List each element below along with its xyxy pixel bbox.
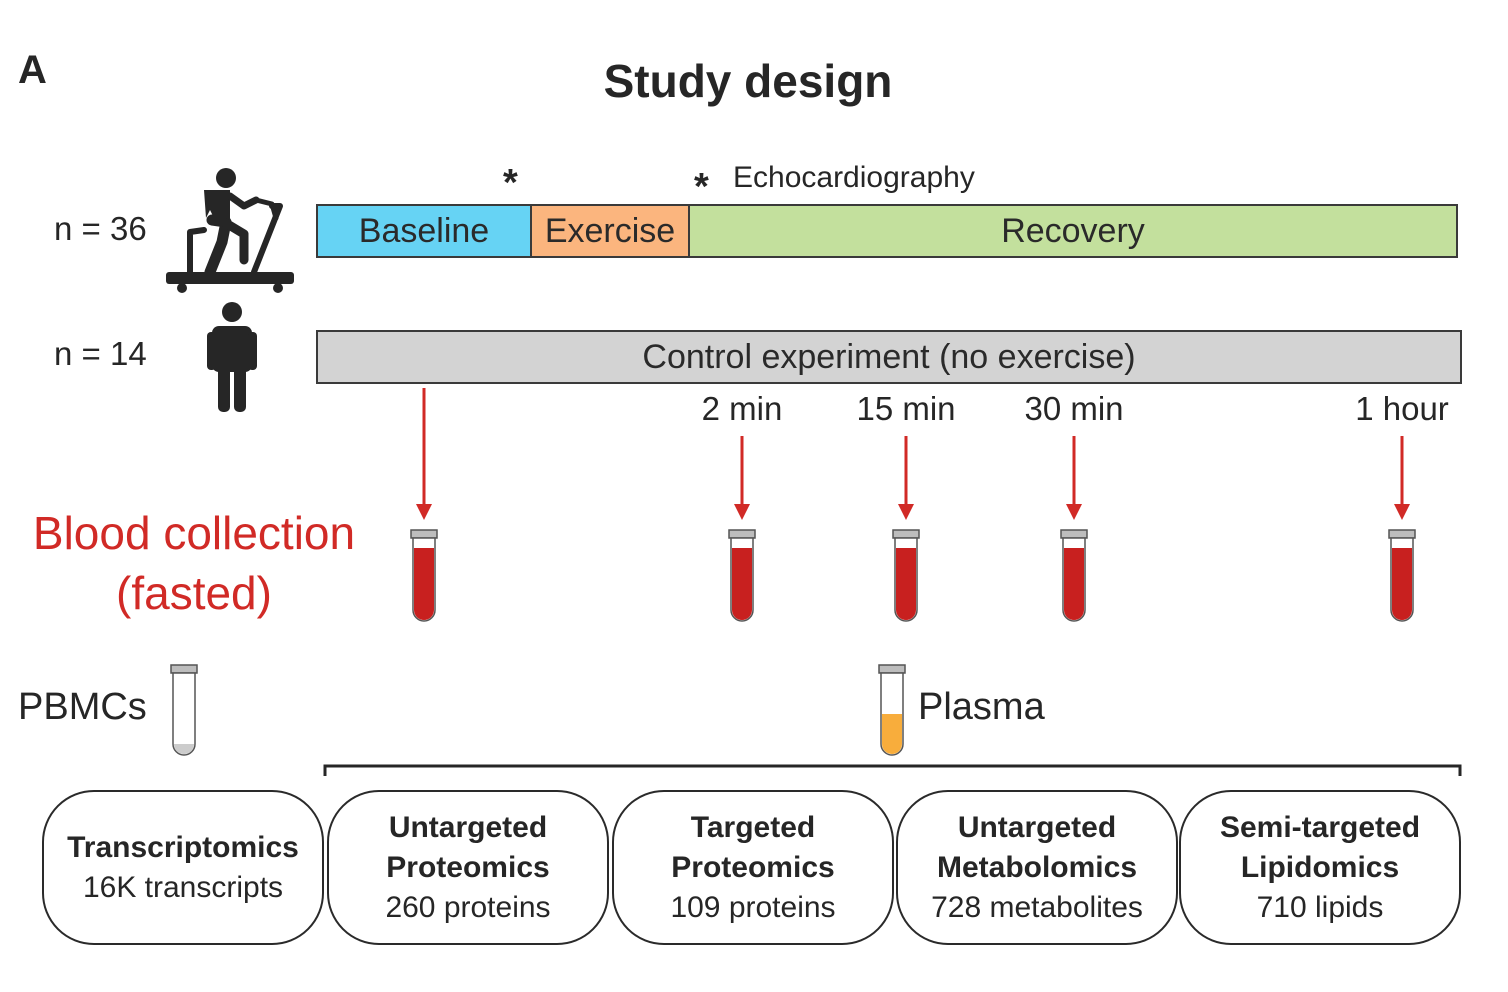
omics-name: Untargeted (388, 810, 548, 844)
plasma-label: Plasma (918, 686, 1045, 728)
plasma-bracket (323, 764, 1462, 776)
timepoint-15min: 15 min (856, 390, 956, 427)
recovery-phase: Recovery (688, 204, 1458, 258)
empty-tube-icon (170, 664, 198, 756)
blood-collection-label: Blood collection (fasted) (8, 503, 380, 623)
pbmc-label: PBMCs (18, 686, 147, 728)
omics-box-transcriptomics: Transcriptomics 16K transcripts (42, 790, 324, 945)
echo-marker-post-exercise: * (694, 166, 709, 208)
control-cohort-size: n = 14 (54, 335, 147, 372)
omics-count: 260 proteins (385, 890, 551, 924)
omics-name: Semi-targeted (1219, 810, 1421, 844)
timepoint-1hour: 1 hour (1355, 390, 1449, 427)
omics-box-semi-targeted-lipidomics: Semi-targeted Lipidomics 710 lipids (1179, 790, 1461, 945)
blood-tube-icon (1060, 529, 1088, 622)
blood-tube-icon (892, 529, 920, 622)
control-label: Control experiment (no exercise) (642, 337, 1136, 376)
omics-name-line2: Proteomics (386, 850, 550, 884)
omics-box-untargeted-metabolomics: Untargeted Metabolomics 728 metabolites (896, 790, 1178, 945)
blood-collection-line2: (fasted) (116, 567, 272, 619)
omics-count: 710 lipids (1256, 890, 1384, 924)
arrow-2min (734, 436, 750, 520)
blood-tube-icon (1388, 529, 1416, 622)
control-phase: Control experiment (no exercise) (316, 330, 1462, 384)
recovery-label: Recovery (1001, 211, 1145, 250)
baseline-label: Baseline (358, 211, 490, 250)
arrow-15min (898, 436, 914, 520)
timepoint-2min: 2 min (701, 390, 783, 427)
arrow-1hour (1394, 436, 1410, 520)
treadmill-runner-icon (166, 168, 294, 293)
blood-tube-icon (728, 529, 756, 622)
exercise-phase: Exercise (530, 204, 690, 258)
omics-name-line2: Metabolomics (936, 850, 1138, 884)
blood-collection-line1: Blood collection (32, 507, 356, 559)
standing-person-icon (207, 302, 257, 412)
plasma-tube-icon (878, 664, 906, 756)
panel-letter: A (18, 48, 47, 92)
omics-count: 728 metabolites (931, 890, 1143, 924)
omics-name: Targeted (690, 810, 816, 844)
echo-marker-baseline: * (503, 162, 518, 204)
exercise-label: Exercise (544, 211, 676, 250)
exercise-cohort-size: n = 36 (54, 210, 147, 247)
omics-name-line2: Proteomics (671, 850, 835, 884)
timepoint-30min: 30 min (1024, 390, 1124, 427)
omics-name: Transcriptomics (67, 830, 299, 864)
omics-box-targeted-proteomics: Targeted Proteomics 109 proteins (612, 790, 894, 945)
omics-box-untargeted-proteomics: Untargeted Proteomics 260 proteins (327, 790, 609, 945)
omics-name-line2: Lipidomics (1240, 850, 1400, 884)
blood-tube-icon (410, 529, 438, 622)
figure-title: Study design (603, 55, 893, 107)
echo-label: Echocardiography (733, 161, 975, 194)
omics-count: 16K transcripts (82, 870, 284, 904)
omics-count: 109 proteins (670, 890, 836, 924)
arrow-30min (1066, 436, 1082, 520)
omics-name: Untargeted (957, 810, 1117, 844)
arrow-baseline (416, 388, 432, 520)
